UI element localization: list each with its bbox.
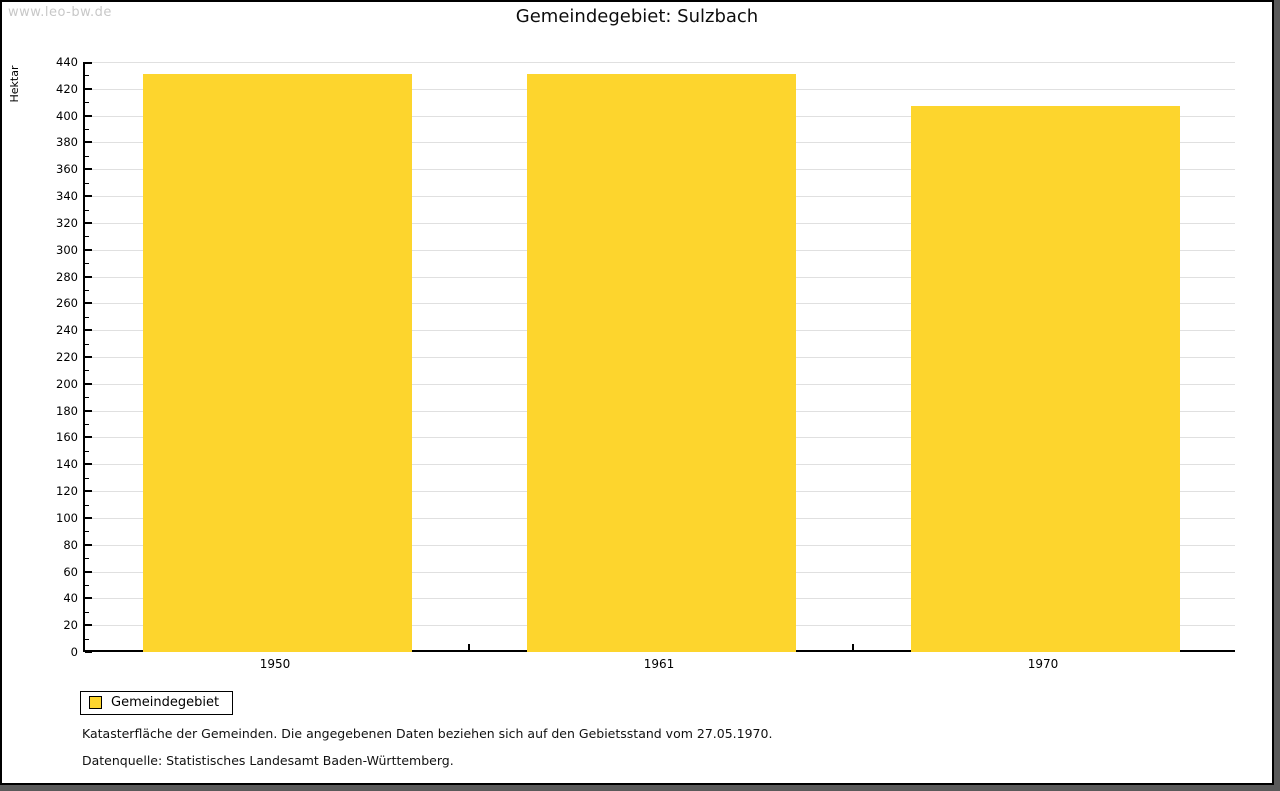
- y-axis-tick-label: 0: [70, 645, 78, 659]
- y-axis-tick-label: 180: [56, 403, 78, 418]
- y-axis-title: Hektar: [8, 65, 21, 103]
- y-axis-minor-tick: [85, 75, 89, 77]
- y-axis-tick-label: 160: [56, 430, 78, 445]
- y-axis-minor-tick: [85, 504, 89, 506]
- y-axis-tick-label: 240: [56, 323, 78, 338]
- y-axis-tick-label: 40: [63, 591, 78, 606]
- y-axis-major-tick: [85, 302, 92, 305]
- y-axis-major-tick: [85, 409, 92, 412]
- y-axis-major-tick: [85, 87, 92, 90]
- footnote-description: Katasterfläche der Gemeinden. Die angege…: [82, 726, 773, 741]
- x-axis-boundary-tick: [852, 644, 854, 650]
- y-axis-tick-label: 100: [56, 510, 78, 525]
- y-axis-minor-tick: [85, 102, 89, 104]
- y-axis-major-tick: [85, 597, 92, 600]
- x-axis-boundary-tick: [468, 644, 470, 650]
- footnote-source: Datenquelle: Statistisches Landesamt Bad…: [82, 753, 454, 768]
- y-axis-major-tick: [85, 570, 92, 573]
- x-axis-tick-label: 1950: [259, 657, 291, 671]
- y-axis-major-tick: [85, 275, 92, 278]
- y-axis-major-tick: [85, 516, 92, 519]
- y-axis-tick-label: 20: [63, 618, 78, 633]
- y-axis-major-tick: [85, 543, 92, 546]
- y-axis-minor-tick: [85, 289, 89, 291]
- legend: Gemeindegebiet: [80, 691, 234, 715]
- y-axis-tick-label: 300: [56, 242, 78, 257]
- y-axis-minor-tick: [85, 236, 89, 238]
- y-axis-minor-tick: [85, 611, 89, 613]
- y-axis-tick-label: 60: [63, 564, 78, 579]
- legend-swatch-icon: [89, 696, 102, 709]
- y-axis-tick-label: 260: [56, 296, 78, 311]
- legend-label: Gemeindegebiet: [111, 695, 220, 710]
- y-axis-minor-tick: [85, 370, 89, 372]
- y-axis-minor-tick: [85, 584, 89, 586]
- y-axis-major-tick: [85, 624, 92, 627]
- y-axis-major-tick: [85, 463, 92, 466]
- y-axis-major-tick: [85, 356, 92, 358]
- y-axis-major-tick: [85, 62, 92, 64]
- y-axis-major-tick: [85, 436, 92, 439]
- y-axis-minor-tick: [85, 182, 89, 184]
- bar-1950: [142, 74, 412, 652]
- y-axis-tick-label: 280: [56, 269, 78, 284]
- y-axis-tick-label: 340: [56, 189, 78, 204]
- y-axis-minor-tick: [85, 263, 89, 265]
- plot-area: [83, 62, 1235, 653]
- y-axis-tick-label: 120: [56, 484, 78, 499]
- y-axis-tick-label: 220: [56, 350, 78, 364]
- y-axis-tick-label: 440: [56, 55, 78, 69]
- y-axis-minor-tick: [85, 558, 89, 560]
- y-axis-major-tick: [85, 168, 92, 171]
- y-axis-tick-label: 400: [56, 108, 78, 123]
- y-axis-major-tick: [85, 141, 92, 144]
- y-axis-minor-tick: [85, 129, 89, 131]
- y-axis-minor-tick: [85, 155, 89, 157]
- y-axis-minor-tick: [85, 316, 89, 318]
- y-axis-major-tick: [85, 248, 92, 251]
- y-axis-tick-label: 80: [63, 537, 78, 552]
- y-axis-major-tick: [85, 221, 92, 224]
- y-axis-major-tick: [85, 382, 92, 385]
- y-axis-minor-tick: [85, 397, 89, 399]
- y-axis-tick-labels: 0 20 40 60 80 100 120 140 160 180 200 220 240 260 280 3…: [32, 56, 78, 659]
- y-axis-tick-label: 200: [56, 376, 78, 391]
- y-axis-tick-label: 140: [56, 457, 78, 472]
- y-axis-tick-label: 420: [56, 81, 78, 96]
- y-axis-tick-label: 360: [56, 162, 78, 177]
- y-axis-minor-tick: [85, 477, 89, 479]
- x-axis-tick-label: 1970: [1027, 657, 1059, 671]
- y-axis-major-tick: [85, 490, 92, 493]
- x-axis-tick-label: 1961: [643, 657, 675, 671]
- y-axis-major-tick: [85, 114, 92, 117]
- y-axis-major-tick: [85, 651, 92, 653]
- gridline: [85, 62, 1235, 63]
- chart-title: Gemeindegebiet: Sulzbach: [515, 6, 759, 27]
- y-axis-minor-tick: [85, 343, 89, 345]
- y-axis-tick-label: 320: [56, 215, 78, 230]
- y-axis-minor-tick: [85, 531, 89, 533]
- y-axis-major-tick: [85, 329, 92, 332]
- x-axis-tick-labels: 1950 1961 1970: [83, 657, 1235, 673]
- bar-1961: [526, 74, 796, 652]
- y-axis-minor-tick: [85, 638, 89, 640]
- y-axis-minor-tick: [85, 450, 89, 452]
- watermark: www.leo-bw.de: [8, 5, 112, 20]
- y-axis-minor-tick: [85, 209, 89, 211]
- bar-1970: [910, 106, 1180, 652]
- y-axis-tick-label: 380: [56, 135, 78, 150]
- y-axis-major-tick: [85, 195, 92, 198]
- y-axis-minor-tick: [85, 424, 89, 426]
